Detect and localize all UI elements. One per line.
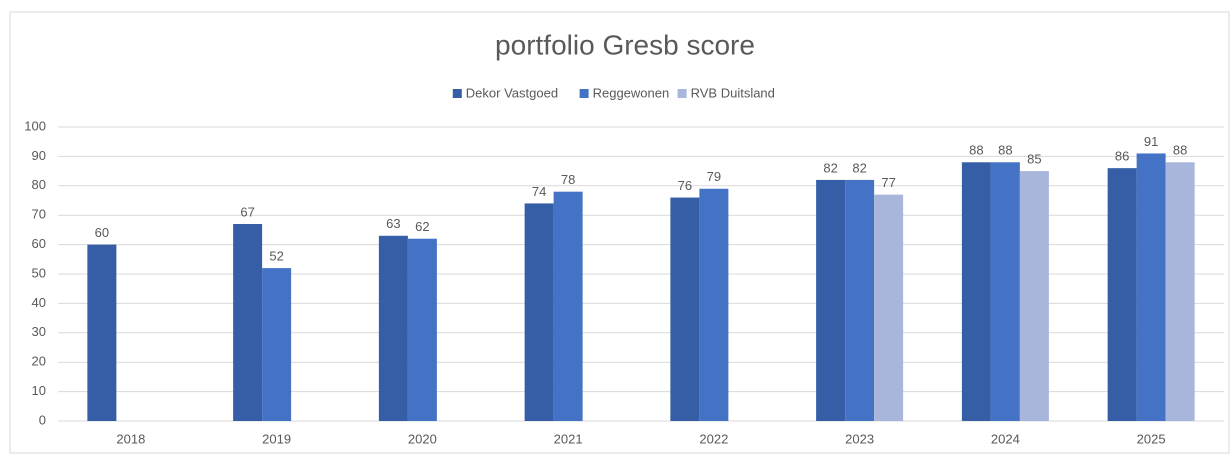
x-tick-label: 2023: [845, 431, 874, 446]
x-tick-label: 2018: [116, 431, 145, 446]
y-tick-label: 50: [32, 265, 46, 280]
y-tick-label: 80: [32, 177, 46, 192]
y-tick-label: 0: [39, 412, 46, 427]
legend-swatch: [452, 89, 462, 98]
legend-label: Reggewonen: [593, 85, 670, 100]
x-tick-label: 2022: [699, 431, 728, 446]
bar: [699, 188, 729, 421]
value-label: 79: [707, 169, 721, 184]
y-tick-label: 20: [32, 354, 46, 369]
x-tick-label: 2020: [408, 431, 437, 446]
y-tick-label: 30: [32, 324, 46, 339]
bar: [262, 268, 292, 421]
bar: [407, 238, 437, 421]
value-label: 76: [678, 178, 692, 193]
value-label: 85: [1027, 152, 1041, 167]
bar: [874, 194, 904, 421]
bar: [87, 244, 117, 421]
value-label: 77: [881, 175, 895, 190]
y-tick-label: 70: [32, 207, 46, 222]
bar: [990, 162, 1020, 421]
bar: [1165, 162, 1195, 421]
bar: [553, 191, 583, 421]
x-tick-label: 2021: [554, 431, 583, 446]
value-label: 82: [852, 160, 866, 175]
bar: [524, 203, 554, 421]
x-tick-label: 2025: [1137, 431, 1166, 446]
y-tick-label: 100: [24, 118, 46, 133]
value-label: 78: [561, 172, 575, 187]
legend-label: RVB Duitsland: [691, 85, 775, 100]
chart-title: portfolio Gresb score: [495, 29, 755, 60]
legend-swatch: [579, 89, 589, 98]
value-label: 82: [823, 160, 837, 175]
value-label: 62: [415, 219, 429, 234]
bar: [1136, 153, 1166, 421]
y-tick-label: 40: [32, 295, 46, 310]
legend: Dekor Vastgoed Reggewonen RVB Duitsland: [452, 85, 775, 100]
value-label: 88: [998, 143, 1012, 158]
value-label: 60: [95, 225, 109, 240]
bar: [1019, 171, 1049, 421]
value-label: 88: [969, 143, 983, 158]
value-label: 91: [1144, 134, 1158, 149]
y-tick-label: 10: [32, 383, 46, 398]
value-label: 63: [386, 216, 400, 231]
x-tick-label: 2019: [262, 431, 291, 446]
value-label: 86: [1115, 149, 1129, 164]
value-label: 67: [240, 204, 254, 219]
y-tick-label: 90: [32, 148, 46, 163]
bar: [816, 179, 846, 421]
bar: [670, 197, 700, 421]
x-tick-label: 2024: [991, 431, 1020, 446]
value-label: 88: [1173, 143, 1187, 158]
bar: [961, 162, 991, 421]
bar: [1107, 168, 1137, 421]
value-label: 52: [269, 249, 283, 264]
bar: [233, 224, 263, 421]
y-tick-label: 60: [32, 236, 46, 251]
legend-label: Dekor Vastgoed: [466, 85, 558, 100]
bar: [845, 179, 875, 421]
bar: [378, 235, 408, 421]
value-label: 74: [532, 184, 546, 199]
legend-swatch: [677, 89, 687, 98]
